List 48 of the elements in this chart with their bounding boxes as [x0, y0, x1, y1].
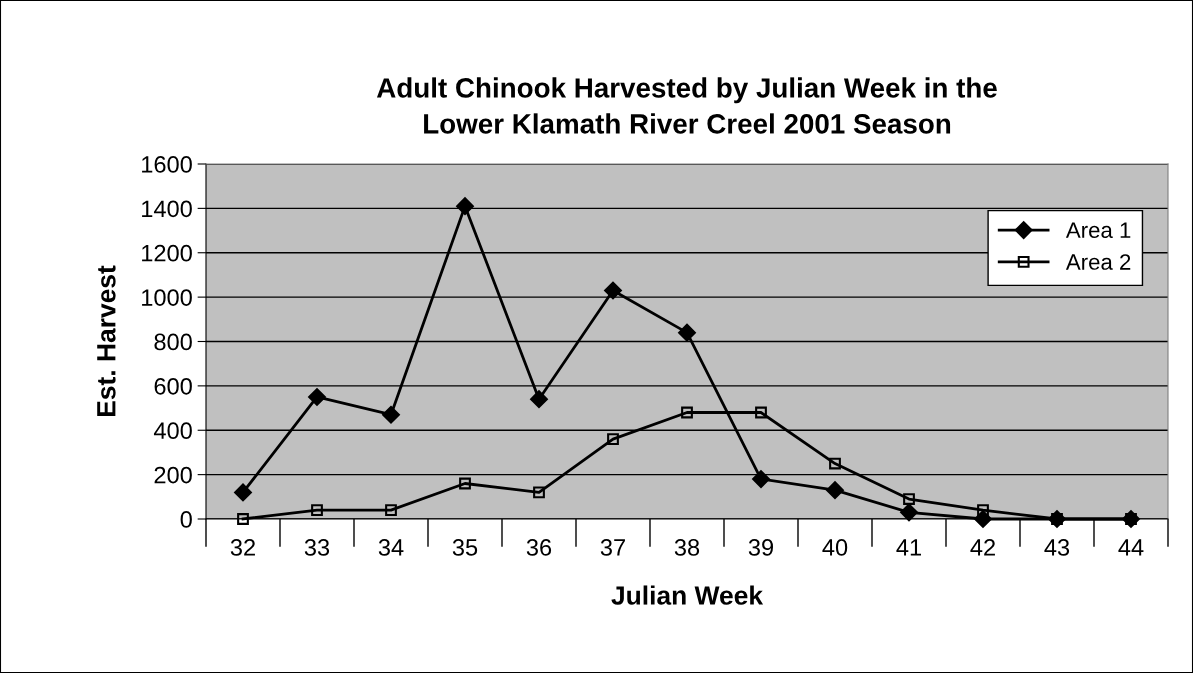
y-tick-label: 800	[154, 333, 192, 351]
chart-title: Adult Chinook Harvested by Julian Week in the Lower Klamath River Creel 2001 Season	[376, 77, 997, 134]
x-tick-label: 43	[1044, 539, 1070, 556]
y-tick-label: 200	[154, 466, 192, 484]
y-tick-label: 1200	[142, 244, 192, 262]
y-tick-label: 1400	[142, 200, 192, 218]
legend-label: Area 1	[1065, 222, 1131, 239]
x-axis-title: Julian Week	[611, 585, 764, 605]
x-tick-label: 35	[452, 539, 478, 556]
y-axis-title: Est. Harvest	[97, 265, 116, 417]
x-tick-label: 36	[526, 539, 552, 556]
point	[829, 457, 841, 470]
x-tick-label: 38	[674, 539, 700, 556]
y-tick-label: 600	[154, 377, 192, 395]
point	[308, 388, 326, 406]
y-tick-label: 0	[180, 511, 192, 528]
point	[752, 470, 770, 488]
legend-label: Area 2	[1065, 254, 1131, 270]
point	[604, 281, 622, 300]
point	[903, 493, 915, 505]
point	[678, 323, 696, 342]
point	[237, 513, 249, 525]
point	[234, 483, 252, 502]
point	[681, 406, 693, 419]
y-tick-label: 400	[153, 422, 192, 440]
point	[755, 406, 767, 419]
point	[530, 390, 548, 409]
point	[385, 504, 397, 517]
point	[900, 503, 918, 522]
x-tick-label: 33	[304, 539, 330, 556]
point	[382, 405, 400, 424]
x-tick-label: 34	[378, 539, 404, 556]
x-tick-label: 40	[822, 539, 848, 556]
x-tick-label: 44	[1118, 539, 1144, 556]
x-tick-label: 39	[748, 539, 774, 556]
x-tick-label: 42	[970, 539, 995, 556]
y-tick-label: 1000	[142, 289, 192, 306]
point	[607, 433, 619, 446]
x-tick-label: 41	[896, 539, 921, 556]
point	[826, 481, 844, 500]
point	[311, 504, 323, 517]
point	[533, 486, 545, 499]
x-tick-label: 32	[230, 539, 255, 556]
x-tick-label: 37	[600, 539, 625, 556]
point	[459, 477, 471, 490]
point	[456, 197, 474, 216]
point	[977, 504, 989, 517]
y-tick-label: 1600	[142, 156, 192, 173]
